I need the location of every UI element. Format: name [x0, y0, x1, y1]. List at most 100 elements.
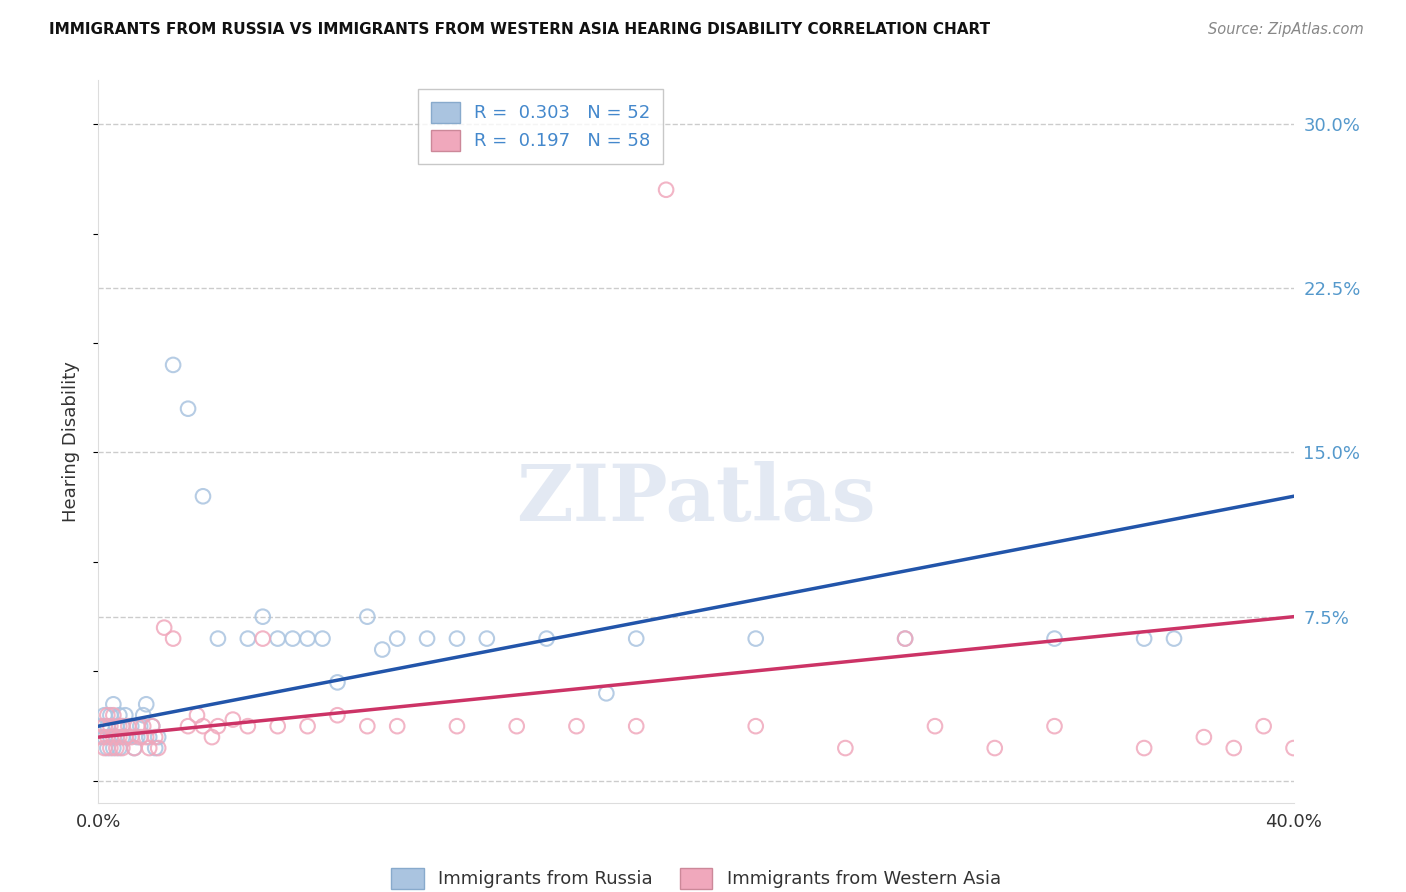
Point [186, 708, 208, 723]
Point [93, 730, 115, 744]
Point [143, 741, 166, 756]
Point [114, 708, 136, 723]
Point [93, 708, 115, 723]
Text: Source: ZipAtlas.com: Source: ZipAtlas.com [1208, 22, 1364, 37]
Point [108, 719, 131, 733]
Point [191, 719, 214, 733]
Point [105, 730, 128, 744]
Point [385, 719, 409, 733]
Point [162, 358, 184, 372]
Point [236, 719, 259, 733]
Point [114, 730, 136, 744]
Point [745, 632, 768, 646]
Point [356, 609, 378, 624]
Point [132, 708, 155, 723]
Point [98, 741, 122, 756]
Point [506, 719, 529, 733]
Point [120, 730, 142, 744]
Point [311, 632, 333, 646]
Point [103, 698, 125, 712]
Point [141, 719, 163, 733]
Point [655, 183, 678, 197]
Point [1133, 741, 1156, 756]
Point [96, 719, 118, 733]
Point [162, 632, 184, 646]
Text: ZIPatlas: ZIPatlas [516, 461, 876, 537]
Point [117, 730, 139, 744]
Point [103, 730, 125, 744]
Point [475, 632, 498, 646]
Point [93, 719, 115, 733]
Point [446, 719, 468, 733]
Point [267, 719, 290, 733]
Point [177, 719, 200, 733]
Point [148, 730, 170, 744]
Point [96, 741, 118, 756]
Point [141, 719, 163, 733]
Point [416, 632, 439, 646]
Point [138, 741, 160, 756]
Point [894, 632, 917, 646]
Point [1043, 719, 1066, 733]
Point [1133, 632, 1156, 646]
Point [177, 401, 200, 416]
Point [127, 730, 149, 744]
Point [236, 632, 259, 646]
Point [103, 708, 125, 723]
Point [96, 730, 118, 744]
Point [1223, 741, 1246, 756]
Point [124, 741, 146, 756]
Point [117, 719, 139, 733]
Point [1282, 741, 1305, 756]
Point [281, 632, 304, 646]
Point [135, 730, 157, 744]
Point [153, 621, 176, 635]
Point [1312, 741, 1334, 756]
Point [326, 675, 349, 690]
Point [98, 730, 122, 744]
Point [143, 730, 166, 744]
Point [252, 632, 274, 646]
Point [326, 708, 349, 723]
Point [127, 719, 149, 733]
Point [834, 741, 856, 756]
Point [105, 719, 128, 733]
Y-axis label: Hearing Disability: Hearing Disability [62, 361, 80, 522]
Point [129, 730, 152, 744]
Point [93, 741, 115, 756]
Point [356, 719, 378, 733]
Point [984, 741, 1007, 756]
Point [222, 713, 245, 727]
Point [138, 730, 160, 744]
Point [105, 741, 128, 756]
Point [111, 741, 134, 756]
Point [124, 741, 146, 756]
Point [894, 632, 917, 646]
Point [111, 719, 134, 733]
Point [108, 708, 131, 723]
Point [132, 719, 155, 733]
Point [135, 698, 157, 712]
Point [120, 719, 142, 733]
Point [129, 719, 152, 733]
Point [565, 719, 588, 733]
Point [90, 730, 112, 744]
Point [297, 632, 319, 646]
Point [1253, 719, 1275, 733]
Point [626, 719, 648, 733]
Point [385, 632, 409, 646]
Point [1192, 730, 1215, 744]
Point [96, 708, 118, 723]
Point [108, 730, 131, 744]
Point [148, 741, 170, 756]
Point [207, 719, 229, 733]
Legend: Immigrants from Russia, Immigrants from Western Asia: Immigrants from Russia, Immigrants from … [378, 855, 1014, 892]
Point [111, 719, 134, 733]
Point [191, 489, 214, 503]
Point [626, 632, 648, 646]
Point [252, 609, 274, 624]
Point [1163, 632, 1185, 646]
Point [90, 719, 112, 733]
Point [207, 632, 229, 646]
Point [103, 741, 125, 756]
